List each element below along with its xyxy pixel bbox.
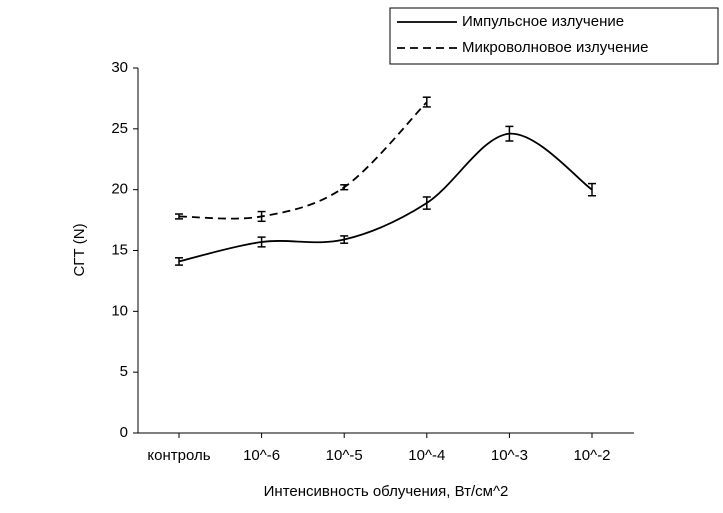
y-tick-label: 25: [111, 120, 128, 137]
y-tick-label: 5: [120, 363, 128, 380]
error-bar: [505, 125, 514, 142]
error-bar: [175, 213, 183, 220]
legend-label: Микроволновое излучение: [462, 39, 648, 56]
x-tick-label: 10^-6: [243, 447, 280, 464]
error-bar: [340, 235, 349, 244]
series-line: [178, 132, 593, 263]
error-bar: [422, 196, 431, 210]
y-tick-label: 30: [111, 59, 128, 76]
y-tick-label: 0: [120, 424, 128, 441]
x-tick-label: 10^-4: [408, 447, 445, 464]
y-tick-label: 20: [111, 181, 128, 198]
error-bar: [422, 96, 431, 108]
legend-box: [389, 7, 719, 65]
error-bar: [340, 184, 349, 191]
error-bar: [257, 210, 266, 223]
x-tick-label: 10^-3: [491, 447, 528, 464]
series-line: [178, 101, 428, 220]
x-tick-label: 10^-2: [573, 447, 610, 464]
x-axis-label: Интенсивность облучения, Вт/см^2: [264, 483, 509, 500]
error-bar: [257, 236, 266, 248]
x-tick-label: 10^-5: [326, 447, 363, 464]
y-tick-label: 10: [111, 302, 128, 319]
error-bar: [175, 257, 183, 266]
error-bar: [588, 182, 596, 197]
y-tick-label: 15: [111, 241, 128, 258]
x-tick-label: контроль: [147, 447, 210, 464]
y-axis-label: СГТ (N): [71, 223, 88, 276]
legend-label: Импульсное излучение: [462, 13, 624, 30]
